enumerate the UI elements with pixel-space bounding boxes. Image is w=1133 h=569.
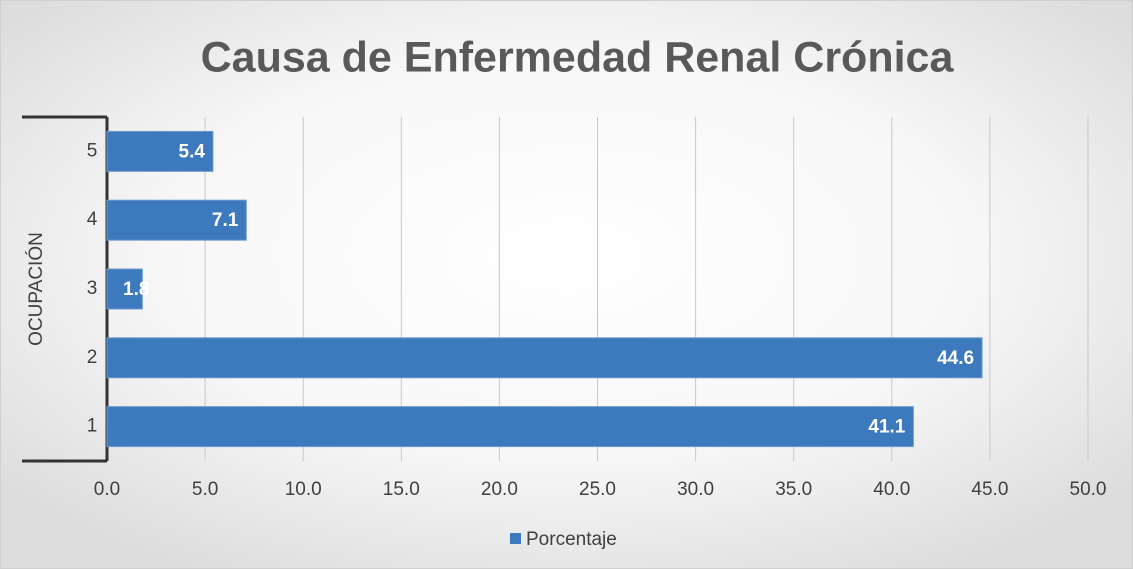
y-tick-label: 5 [87,140,98,161]
data-label: 1.8 [123,279,149,300]
x-tick-label: 20.0 [481,479,518,500]
x-tick-label: 10.0 [285,479,322,500]
x-tick-label: 15.0 [383,479,420,500]
x-tick-label: 30.0 [677,479,714,500]
bar [106,406,914,448]
y-tick-label: 4 [87,209,98,230]
x-tick-label: 45.0 [971,479,1008,500]
x-tick-label: 50.0 [1070,479,1107,500]
bar [106,130,214,172]
x-tick-label: 25.0 [579,479,616,500]
bar [106,337,983,379]
legend-label: Porcentaje [526,529,617,550]
x-tick-label: 0.0 [94,479,120,500]
data-label: 5.4 [179,141,206,162]
data-label: 44.6 [937,348,974,369]
bar [106,268,143,310]
y-tick-label: 1 [87,416,98,437]
x-tick-label: 40.0 [873,479,910,500]
legend-swatch [510,533,521,544]
y-tick-label: 2 [87,347,98,368]
x-tick-label: 35.0 [775,479,812,500]
data-label: 7.1 [212,210,239,231]
y-axis-label: OCUPACIÓN [25,232,47,346]
chart-title: Causa de Enfermedad Renal Crónica [201,33,955,81]
bar [106,199,247,241]
x-tick-label: 5.0 [192,479,218,500]
data-label: 41.1 [868,417,905,438]
y-tick-label: 3 [87,278,98,299]
